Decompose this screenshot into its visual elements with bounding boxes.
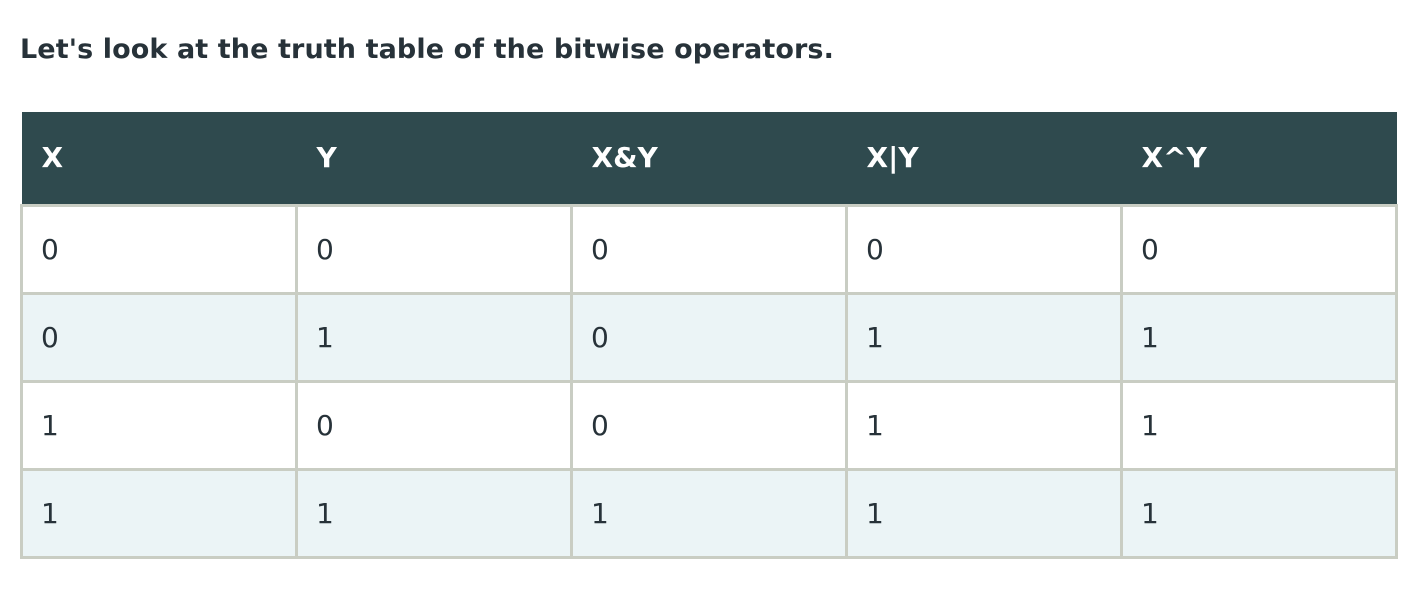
header-cell-and: X&Y [571, 112, 847, 205]
table-row: 0 1 0 1 1 [20, 291, 1398, 383]
header-cell-x: X [21, 112, 297, 205]
table-row: 1 1 1 1 1 [20, 467, 1398, 559]
table-cell: 1 [570, 467, 848, 559]
table-cell: 0 [295, 203, 573, 295]
table-cell: 1 [295, 291, 573, 383]
truth-table-body: 0 0 0 0 0 0 1 0 1 1 1 0 0 1 1 1 [20, 203, 1398, 559]
table-cell: 0 [570, 203, 848, 295]
table-cell: 1 [1120, 291, 1398, 383]
table-row: 0 0 0 0 0 [20, 203, 1398, 295]
table-cell: 1 [845, 467, 1123, 559]
intro-paragraph: Let's look at the truth table of the bit… [20, 34, 834, 65]
header-row: X Y X&Y X|Y X^Y [21, 112, 1397, 205]
table-cell: 0 [295, 379, 573, 471]
table-cell: 0 [1120, 203, 1398, 295]
table-cell: 0 [20, 203, 298, 295]
truth-table-header: X Y X&Y X|Y X^Y [21, 112, 1397, 205]
truth-table: X Y X&Y X|Y X^Y 0 0 0 0 0 0 1 0 1 1 [20, 112, 1398, 559]
table-cell: 1 [1120, 467, 1398, 559]
table-cell: 1 [20, 467, 298, 559]
table-cell: 1 [295, 467, 573, 559]
table-row: 1 0 0 1 1 [20, 379, 1398, 471]
table-cell: 1 [845, 379, 1123, 471]
table-cell: 0 [570, 291, 848, 383]
table-cell: 0 [845, 203, 1123, 295]
table-cell: 0 [570, 379, 848, 471]
table-cell: 0 [20, 291, 298, 383]
header-cell-xor: X^Y [1121, 112, 1397, 205]
table-cell: 1 [845, 291, 1123, 383]
header-cell-or: X|Y [846, 112, 1122, 205]
table-cell: 1 [1120, 379, 1398, 471]
table-cell: 1 [20, 379, 298, 471]
header-cell-y: Y [296, 112, 572, 205]
